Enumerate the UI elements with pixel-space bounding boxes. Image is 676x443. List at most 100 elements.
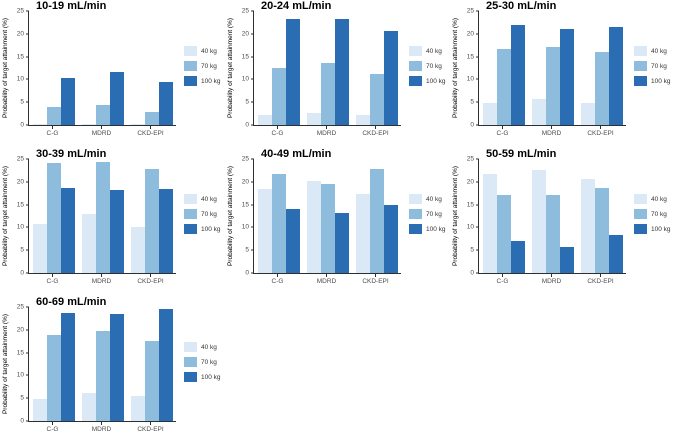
panel-title: 40-49 mL/min (261, 148, 332, 160)
bar-100-kg (60, 312, 75, 421)
bar-100-kg (158, 188, 173, 273)
y-tick-mark (251, 101, 254, 103)
bar-100-kg (285, 208, 300, 273)
legend-item: 100 kg (184, 224, 221, 234)
bar-group (580, 159, 623, 273)
legend-swatch (184, 61, 197, 71)
bar-40-kg (482, 173, 497, 273)
legend-label: 40 kg (651, 195, 667, 203)
bar-100-kg (608, 235, 623, 273)
legend-label: 40 kg (426, 47, 442, 55)
legend-item: 40 kg (184, 194, 221, 204)
y-tick: 25 (242, 8, 254, 15)
y-tick-mark (476, 33, 479, 35)
bar-40-kg (81, 124, 96, 125)
y-tick-label: 20 (466, 178, 474, 186)
y-tick-label: 0 (470, 269, 474, 277)
y-tick: 0 (245, 122, 254, 129)
y-tick-mark (26, 249, 29, 251)
y-tick-label: 5 (20, 246, 24, 254)
bar-70-kg (46, 334, 61, 421)
y-tick: 20 (467, 178, 479, 185)
y-axis-label: Probability of target attainment (%) (2, 313, 9, 415)
bar-40-kg (580, 178, 595, 273)
y-tick-mark (26, 374, 29, 376)
y-tick-mark (251, 10, 254, 12)
legend-item: 100 kg (184, 372, 221, 382)
x-tick-label: CKD-EPI (130, 274, 172, 285)
legend: 40 kg 70 kg 100 kg (634, 194, 671, 234)
bar-70-kg (144, 111, 159, 125)
bar-groups (29, 11, 176, 125)
y-tick-mark (476, 124, 479, 126)
x-tick-label: CKD-EPI (130, 422, 172, 433)
bar-groups (29, 159, 176, 273)
y-tick: 25 (467, 156, 479, 163)
y-tick-mark (476, 204, 479, 206)
legend-swatch (184, 76, 197, 86)
bar-group (355, 11, 398, 125)
y-tick-label: 0 (245, 121, 249, 129)
bar-group (130, 11, 173, 125)
y-tick-mark (476, 78, 479, 80)
y-tick-label: 15 (16, 349, 24, 357)
bar-group (306, 159, 349, 273)
legend-swatch (634, 61, 647, 71)
bar-70-kg (369, 74, 384, 125)
bar-70-kg (95, 104, 110, 125)
legend-item: 40 kg (634, 46, 671, 56)
legend-swatch (409, 46, 422, 56)
legend-swatch (634, 224, 647, 234)
x-tick-label: C-G (482, 274, 524, 285)
legend-label: 70 kg (201, 210, 217, 218)
chart-panel: 10-19 mL/min Probability of target attai… (0, 0, 225, 148)
bar-group (32, 159, 75, 273)
bar-group (32, 307, 75, 421)
x-axis-labels: C-G MDRD CKD-EPI (478, 126, 625, 137)
bar-groups (479, 159, 626, 273)
bar-70-kg (496, 194, 511, 273)
y-tick: 5 (20, 247, 29, 254)
y-tick-mark (251, 181, 254, 183)
bar-group (580, 11, 623, 125)
bar-40-kg (257, 189, 272, 273)
y-tick-mark (26, 306, 29, 308)
bar-40-kg (130, 395, 145, 421)
bar-70-kg (545, 195, 560, 273)
legend-label: 100 kg (201, 225, 221, 233)
legend-item: 100 kg (634, 76, 671, 86)
bar-70-kg (369, 169, 384, 273)
bar-group (306, 11, 349, 125)
x-tick-label: MDRD (531, 126, 573, 137)
y-tick-label: 0 (20, 417, 24, 425)
y-tick-label: 15 (16, 53, 24, 61)
y-tick-label: 25 (466, 155, 474, 163)
x-tick-label: MDRD (81, 422, 123, 433)
legend-item: 70 kg (634, 61, 671, 71)
chart-panel: 20-24 mL/min Probability of target attai… (225, 0, 450, 148)
x-tick-label: C-G (32, 422, 74, 433)
y-tick-label: 15 (241, 53, 249, 61)
bar-100-kg (109, 313, 124, 421)
legend-label: 100 kg (201, 77, 221, 85)
y-tick-label: 20 (16, 178, 24, 186)
y-tick-mark (251, 56, 254, 58)
x-axis-labels: C-G MDRD CKD-EPI (253, 126, 400, 137)
y-tick: 15 (467, 201, 479, 208)
legend-label: 100 kg (426, 77, 446, 85)
bar-100-kg (158, 308, 173, 421)
bar-group (355, 159, 398, 273)
bar-group (257, 11, 300, 125)
legend-swatch (409, 61, 422, 71)
panel-title: 10-19 mL/min (36, 0, 107, 12)
bar-70-kg (545, 47, 560, 125)
legend-item: 40 kg (634, 194, 671, 204)
legend-swatch (184, 194, 197, 204)
y-tick: 0 (20, 270, 29, 277)
y-tick-label: 20 (16, 326, 24, 334)
panel-title: 50-59 mL/min (486, 148, 557, 160)
y-axis-label: Probability of target attainment (%) (452, 17, 459, 119)
bar-groups (254, 159, 401, 273)
x-tick-label: C-G (482, 126, 524, 137)
